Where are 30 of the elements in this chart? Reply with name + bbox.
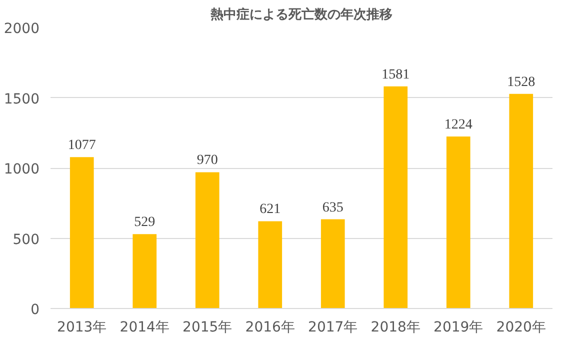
data-label: 635	[322, 200, 344, 216]
y-tick-label: 1500	[4, 91, 40, 108]
bar	[70, 157, 94, 308]
x-tick-label: 2016年	[245, 320, 295, 336]
data-label: 1077	[68, 138, 96, 154]
data-label: 621	[260, 202, 281, 218]
y-tick-label: 1000	[4, 162, 40, 178]
data-label: 1224	[444, 118, 472, 133]
bar	[384, 86, 408, 308]
x-tick-label: 2017年	[308, 320, 358, 336]
y-tick-label: 0	[30, 302, 40, 318]
x-tick-label: 2013年	[57, 320, 107, 336]
x-tick-label: 2015年	[182, 320, 232, 336]
x-tick-label: 2014年	[120, 320, 170, 336]
bar	[446, 136, 470, 308]
chart-title: 熱中症による死亡数の年次推移	[210, 6, 392, 22]
bar	[195, 172, 220, 308]
bar	[320, 219, 345, 308]
x-tick-label: 2018年	[370, 320, 420, 336]
x-tick-label: 2020年	[496, 320, 546, 336]
bar	[258, 221, 282, 308]
x-tick-label: 2019年	[434, 320, 484, 336]
data-label: 1528	[507, 74, 536, 90]
y-tick-label: 500	[12, 232, 40, 248]
data-label: 1581	[382, 67, 410, 82]
bar	[509, 94, 534, 308]
data-label: 529	[134, 215, 156, 230]
y-tick-label: 2000	[4, 21, 40, 37]
data-label: 970	[196, 153, 218, 168]
bar	[132, 234, 157, 308]
